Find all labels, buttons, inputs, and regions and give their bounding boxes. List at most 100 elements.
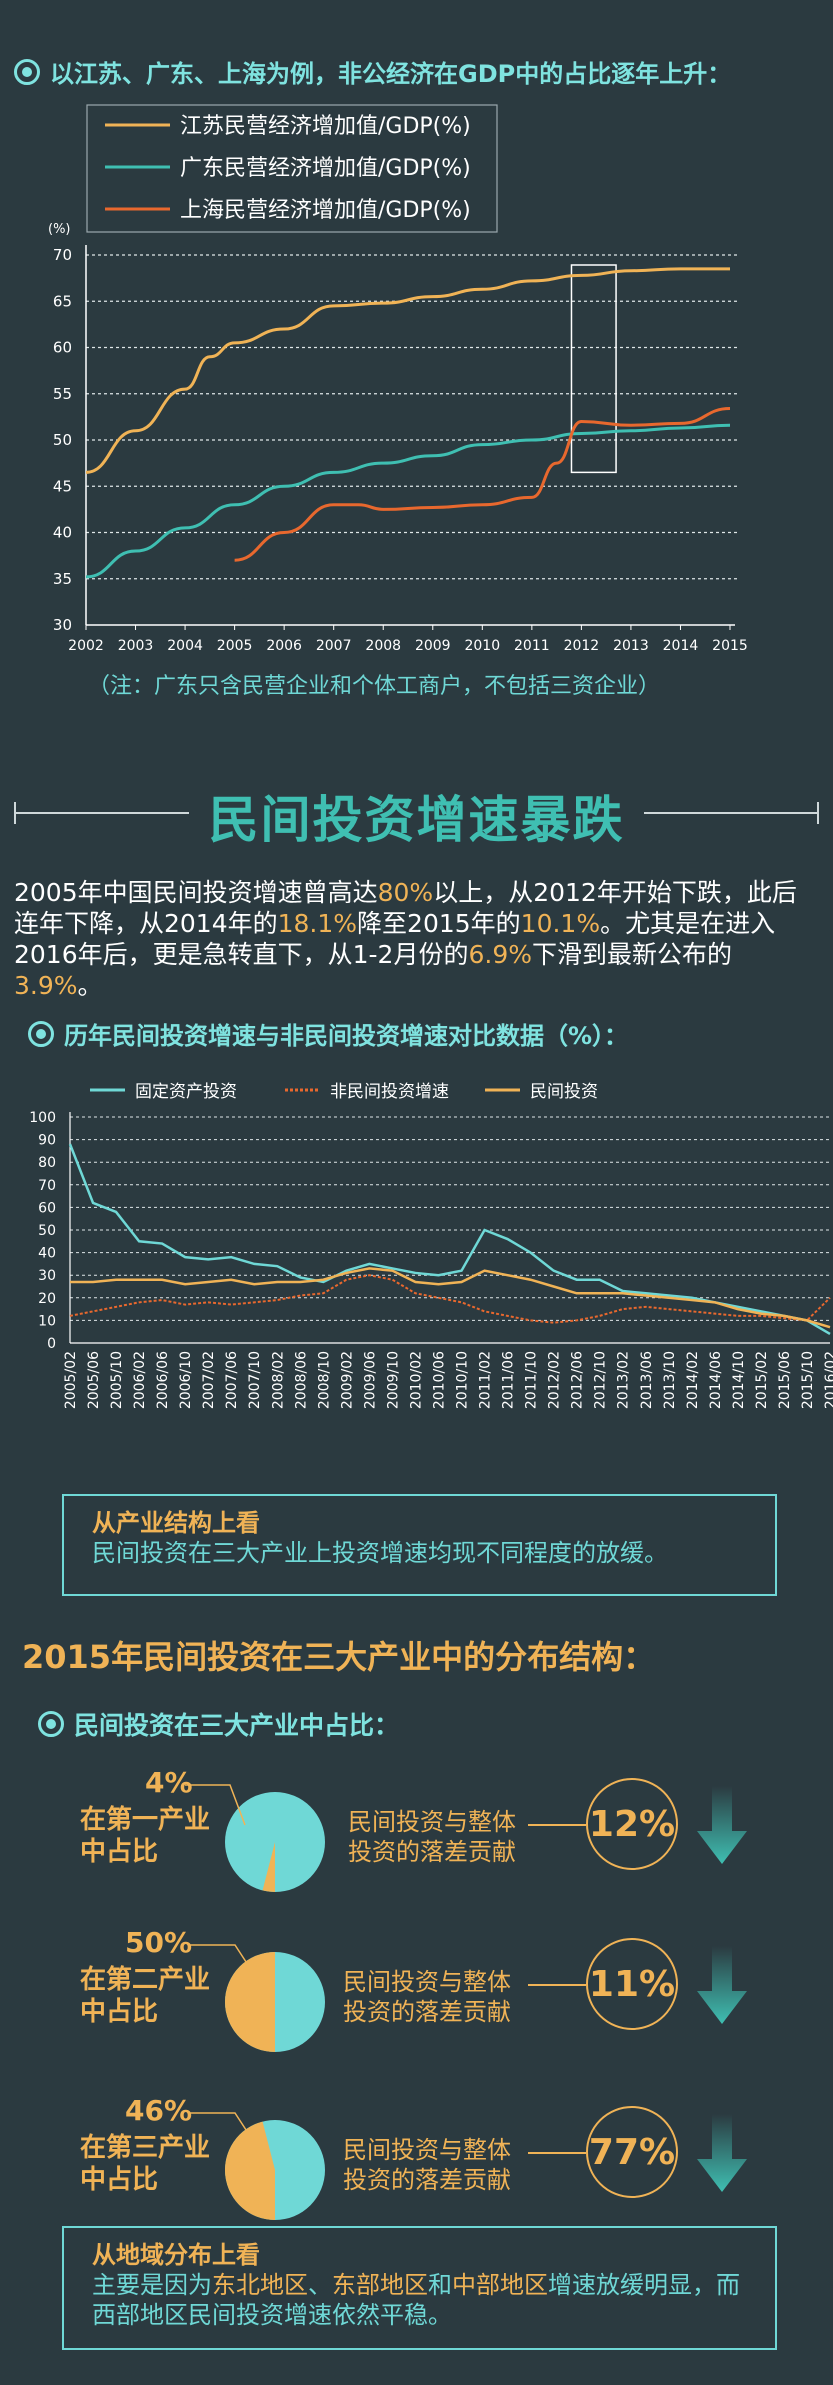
section2-banner: 民间投资增速暴跌 [14, 780, 819, 849]
y-tick-label: 0 [47, 1336, 56, 1352]
pie-label-line1: 在第一产业 [80, 1805, 211, 1835]
chart1-legend: 江苏民营经济增加值/GDP(%) 广东民营经济增加值/GDP(%) 上海民营经济增加… [86, 104, 498, 233]
contribution-label: 民间投资与整体 投资的落差贡献 [348, 1807, 516, 1867]
contribution-label: 民间投资与整体 投资的落差贡献 [343, 2135, 511, 2195]
x-tick-label: 2014/10 [731, 1351, 747, 1409]
down-arrow-icon [697, 2114, 747, 2192]
x-tick-label: 2008/02 [270, 1351, 286, 1409]
contribution-value-circle: 77% [586, 2106, 678, 2198]
x-tick-label: 2014 [663, 638, 699, 654]
x-tick-label: 2005 [217, 638, 253, 654]
pie-chart [224, 2120, 325, 2220]
section2-title: 民间投资增速暴跌 [208, 791, 625, 849]
contribution-label-line1: 民间投资与整体 [343, 2136, 511, 2164]
legend-frame [86, 104, 498, 233]
para-text: 。 [77, 971, 103, 1000]
pie-label-line2: 中占比 [80, 1837, 159, 1867]
chart1-ylabel: (%) [48, 222, 71, 237]
section1-heading: 以江苏、广东、上海为例，非公经济在GDP中的占比逐年上升： [14, 54, 731, 89]
x-tick-label: 2012/06 [570, 1351, 586, 1409]
pie-slice-share [225, 1952, 275, 2052]
y-tick-label: 30 [53, 616, 72, 634]
x-tick-label: 2013/10 [662, 1351, 678, 1409]
contribution-value: 12% [588, 1803, 676, 1845]
y-tick-label: 30 [38, 1268, 56, 1284]
section3-sub-heading: 民间投资在三大产业中占比： [38, 1706, 399, 1742]
y-tick-label: 65 [53, 292, 72, 310]
y-tick-label: 55 [53, 385, 72, 403]
series-line-fixed [68, 1143, 831, 1336]
pie-label-line2: 中占比 [80, 2165, 159, 2195]
y-tick-label: 70 [38, 1178, 56, 1194]
x-tick-label: 2015/10 [800, 1351, 816, 1409]
box1-title: 从产业结构上看 [92, 1509, 260, 1537]
pie-slice-share [224, 2121, 275, 2220]
bullet-icon [14, 58, 40, 85]
pie-chart [225, 1952, 325, 2052]
banner-tick-left [14, 802, 16, 824]
pie-percent-label: 50% [125, 1926, 193, 1959]
section1-title: 以江苏、广东、上海为例，非公经济在GDP中的占比逐年上升： [50, 60, 732, 88]
section3-sub: 民间投资在三大产业中占比： [74, 1711, 400, 1740]
x-tick-label: 2010/02 [408, 1351, 424, 1409]
x-tick-label: 2014/06 [708, 1351, 724, 1409]
pie-row: 50% 在第二产业 中占比 民间投资与整体 投资的落差贡献 11% [0, 1920, 833, 2070]
y-tick-label: 70 [53, 246, 72, 264]
legend-label: 民间投资 [530, 1082, 598, 1102]
leader-line [185, 1784, 246, 1826]
para-highlight: 80% [377, 878, 434, 907]
x-tick-label: 2008/10 [316, 1351, 332, 1409]
x-tick-label: 2013/02 [616, 1351, 632, 1409]
y-tick-label: 60 [53, 339, 72, 357]
chart2-title: 历年民间投资增速与非民间投资增速对比数据（%）： [64, 1022, 629, 1050]
investment-growth-chart: 固定资产投资 非民间投资增速 民间投资 0 10 20 30 40 50 60 70 80 90 100 2… [29, 1082, 833, 1409]
contribution-value: 11% [588, 1963, 676, 2005]
chart2-legend-item: 非民间投资增速 [285, 1082, 449, 1102]
para-text: 下滑到最新公布的 [531, 940, 732, 969]
chart2-heading: 历年民间投资增速与非民间投资增速对比数据（%）： [28, 1016, 628, 1051]
x-tick-label: 2009/02 [339, 1351, 355, 1409]
down-arrow-icon [697, 1946, 747, 2024]
contribution-value-circle: 12% [586, 1778, 678, 1870]
industry-structure-box: 从产业结构上看 民间投资在三大产业上投资增速均现不同程度的放缓。 [62, 1494, 777, 1596]
contribution-label-line1: 民间投资与整体 [343, 1968, 511, 1996]
pie-row: 46% 在第三产业 中占比 民间投资与整体 投资的落差贡献 77% [0, 2088, 833, 2238]
series-line-jiangsu [85, 267, 730, 474]
x-tick-label: 2005/06 [86, 1351, 102, 1409]
x-tick-label: 2010/10 [455, 1351, 471, 1409]
legend-label: 非民间投资增速 [330, 1082, 449, 1102]
series-line-shanghai [234, 407, 731, 562]
x-tick-label: 2005/10 [109, 1351, 125, 1409]
regional-box: 从地域分布上看 主要是因为东北地区、东部地区和中部地区增速放缓明显，而西部地区民… [62, 2226, 777, 2350]
x-tick-label: 2015/06 [777, 1351, 793, 1409]
box2-highlight: 中部地区 [452, 2271, 548, 2299]
para-text: 降至2015年的 [357, 909, 521, 938]
x-tick-label: 2013 [613, 638, 649, 654]
x-tick-label: 2011/10 [524, 1351, 540, 1409]
x-tick-label: 2009 [415, 638, 451, 654]
pie-label-line2: 中占比 [80, 1997, 159, 2027]
x-tick-label: 2007/02 [201, 1351, 217, 1409]
bullet-icon [38, 1711, 64, 1737]
box1-text: 民间投资在三大产业上投资增速均现不同程度的放缓。 [92, 1539, 668, 1567]
box2-highlight: 东北地区 [212, 2271, 308, 2299]
x-tick-label: 2010/06 [431, 1351, 447, 1409]
y-tick-label: 50 [38, 1223, 56, 1239]
x-tick-label: 2014/02 [685, 1351, 701, 1409]
x-tick-label: 2011/06 [501, 1351, 517, 1409]
series-line-guangdong [85, 423, 731, 579]
leader-line [190, 2112, 251, 2137]
x-tick-label: 2008/06 [293, 1351, 309, 1409]
down-arrow-icon [697, 1786, 747, 1864]
connector-line [528, 1984, 586, 1986]
x-tick-label: 2005/02 [63, 1351, 79, 1409]
banner-line-left [14, 812, 189, 814]
contribution-value: 77% [588, 2131, 676, 2173]
contribution-label-line1: 民间投资与整体 [348, 1808, 516, 1836]
x-tick-label: 2006/02 [132, 1351, 148, 1409]
contribution-label-line2: 投资的落差贡献 [348, 1838, 516, 1866]
pie-label-line1: 在第三产业 [80, 2133, 211, 2163]
banner-line-right [644, 812, 819, 814]
x-tick-label: 2012/02 [547, 1351, 563, 1409]
para-highlight: 6.9% [468, 940, 532, 969]
